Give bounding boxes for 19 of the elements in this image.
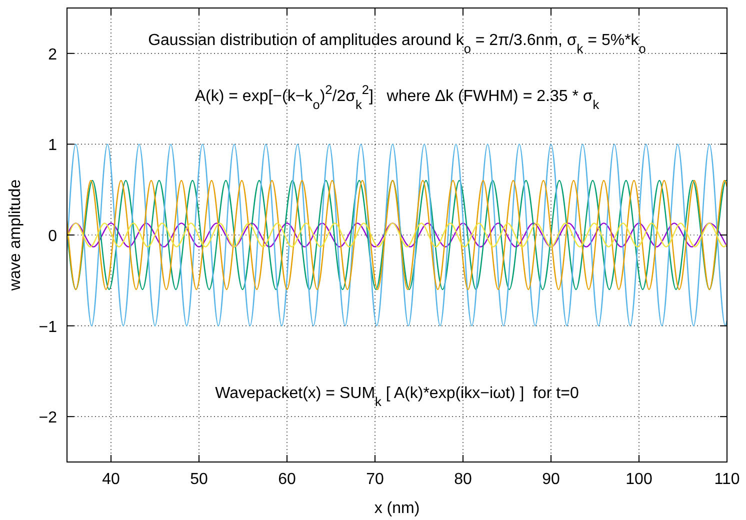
text: A(k) = exp[−(k−k$_{o}$)$^{2}$/2σ$_{k}$$^{2}$] where Δk (FWHM) = 2.35 * σ$_{k}$	[194, 82, 600, 112]
x-tick-label: 110	[714, 471, 740, 488]
x-axis-title: x (nm)	[374, 500, 420, 517]
line-series	[67, 144, 727, 326]
x-tick-label: 60	[278, 471, 296, 488]
x-tick-label: 70	[366, 471, 384, 488]
x-tick-label: 50	[190, 471, 208, 488]
x-tick-label: 80	[454, 471, 472, 488]
y-tick-label: 1	[48, 137, 58, 154]
x-tick-label: 100	[626, 471, 652, 488]
x-tick-label: 90	[542, 471, 560, 488]
annotation: Gaussian distribution of amplitudes around k$_{o}$ = 2π/3.6nm, σ$_{k}$ = 5%*k$_{o}$	[148, 32, 646, 56]
y-tick-label: −2	[38, 410, 58, 427]
y-tick-label: −1	[38, 318, 58, 336]
annotation: Wavepacket(x) = SUM$_{k}$ [ A(k)*exp(ikx−iωt) ] for t=0	[215, 385, 579, 408]
x-tick-label: 40	[102, 471, 120, 488]
y-axis-title: wave amplitude	[7, 179, 24, 292]
y-tick-label: 2	[48, 46, 58, 64]
y-tick-label: 0	[48, 228, 58, 245]
